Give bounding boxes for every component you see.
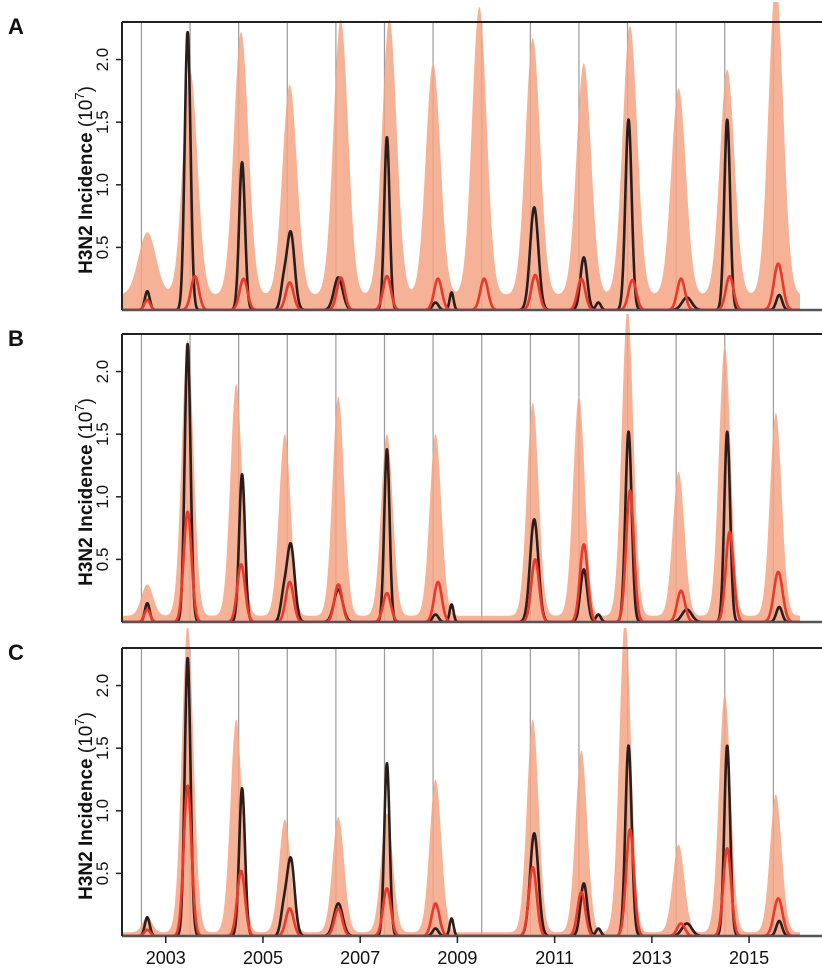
x-tick-label: 2013 xyxy=(632,948,672,968)
x-tick-label: 2015 xyxy=(729,948,769,968)
y-axis-label-exponent: 7 xyxy=(72,404,87,411)
y-axis-label-unit: (10 xyxy=(76,726,97,753)
y-axis-label-exponent: 7 xyxy=(72,718,87,725)
y-axis-label-main: H3N2 Incidence xyxy=(76,753,97,900)
y-tick-label: 1.0 xyxy=(93,485,112,509)
y-tick-label: 1.5 xyxy=(93,422,112,446)
x-tick-label: 2011 xyxy=(535,948,574,968)
y-axis-label-unit: (10 xyxy=(76,412,97,439)
x-tick-label: 2009 xyxy=(437,948,477,968)
y-axis-label: H3N2 Incidence (107) xyxy=(72,712,97,900)
observed-series-line xyxy=(122,342,802,622)
y-tick-label: 1.0 xyxy=(93,173,112,197)
y-axis-label: H3N2 Incidence (107) xyxy=(72,86,97,274)
y-tick-label: 2.0 xyxy=(93,48,112,72)
panel-a: 0.5 1.0 1.5 2.0 H3N2 Incidence (107) A xyxy=(8,2,822,312)
y-tick-label: 0.5 xyxy=(93,236,112,260)
y-axis-label-main: H3N2 Incidence xyxy=(76,127,97,274)
y-axis-label-exponent: 7 xyxy=(72,92,87,99)
prediction-interval-band xyxy=(122,314,801,622)
y-tick-label: 1.0 xyxy=(93,799,112,823)
panel-label: B xyxy=(8,326,24,351)
panel-c: 0.5 1.0 1.5 2.0 H3N2 Incidence (107) C xyxy=(8,628,822,938)
y-axis-label: H3N2 Incidence (107) xyxy=(72,398,97,586)
y-tick-label: 1.5 xyxy=(93,736,112,760)
panel-b: 0.5 1.0 1.5 2.0 H3N2 Incidence (107) B xyxy=(8,314,822,624)
y-tick-label: 2.0 xyxy=(93,360,112,384)
y-axis-label-close: ) xyxy=(76,712,97,718)
predicted-series-line xyxy=(122,262,802,310)
x-tick-label: 2003 xyxy=(146,948,186,968)
y-axis-label-close: ) xyxy=(76,398,97,404)
panel-label: C xyxy=(8,640,24,665)
x-tick-label: 2007 xyxy=(340,948,380,968)
y-tick-label: 0.5 xyxy=(93,548,112,572)
y-axis-label-close: ) xyxy=(76,86,97,92)
x-tick-label: 2005 xyxy=(243,948,283,968)
prediction-interval-band xyxy=(122,628,801,936)
observed-series-line xyxy=(122,656,802,936)
y-tick-label: 0.5 xyxy=(93,862,112,886)
predicted-series-line xyxy=(122,784,802,936)
y-axis-label-main: H3N2 Incidence xyxy=(76,439,97,586)
observed-series-line xyxy=(122,30,802,310)
panel-label: A xyxy=(8,14,24,39)
y-axis-label-unit: (10 xyxy=(76,100,97,127)
y-tick-label: 2.0 xyxy=(93,674,112,698)
y-tick-label: 1.5 xyxy=(93,110,112,134)
x-axis: 2003 2005 2007 2009 2011 2013 2015 xyxy=(146,936,769,968)
predicted-series-line xyxy=(122,489,802,622)
prediction-interval-band xyxy=(122,2,801,310)
